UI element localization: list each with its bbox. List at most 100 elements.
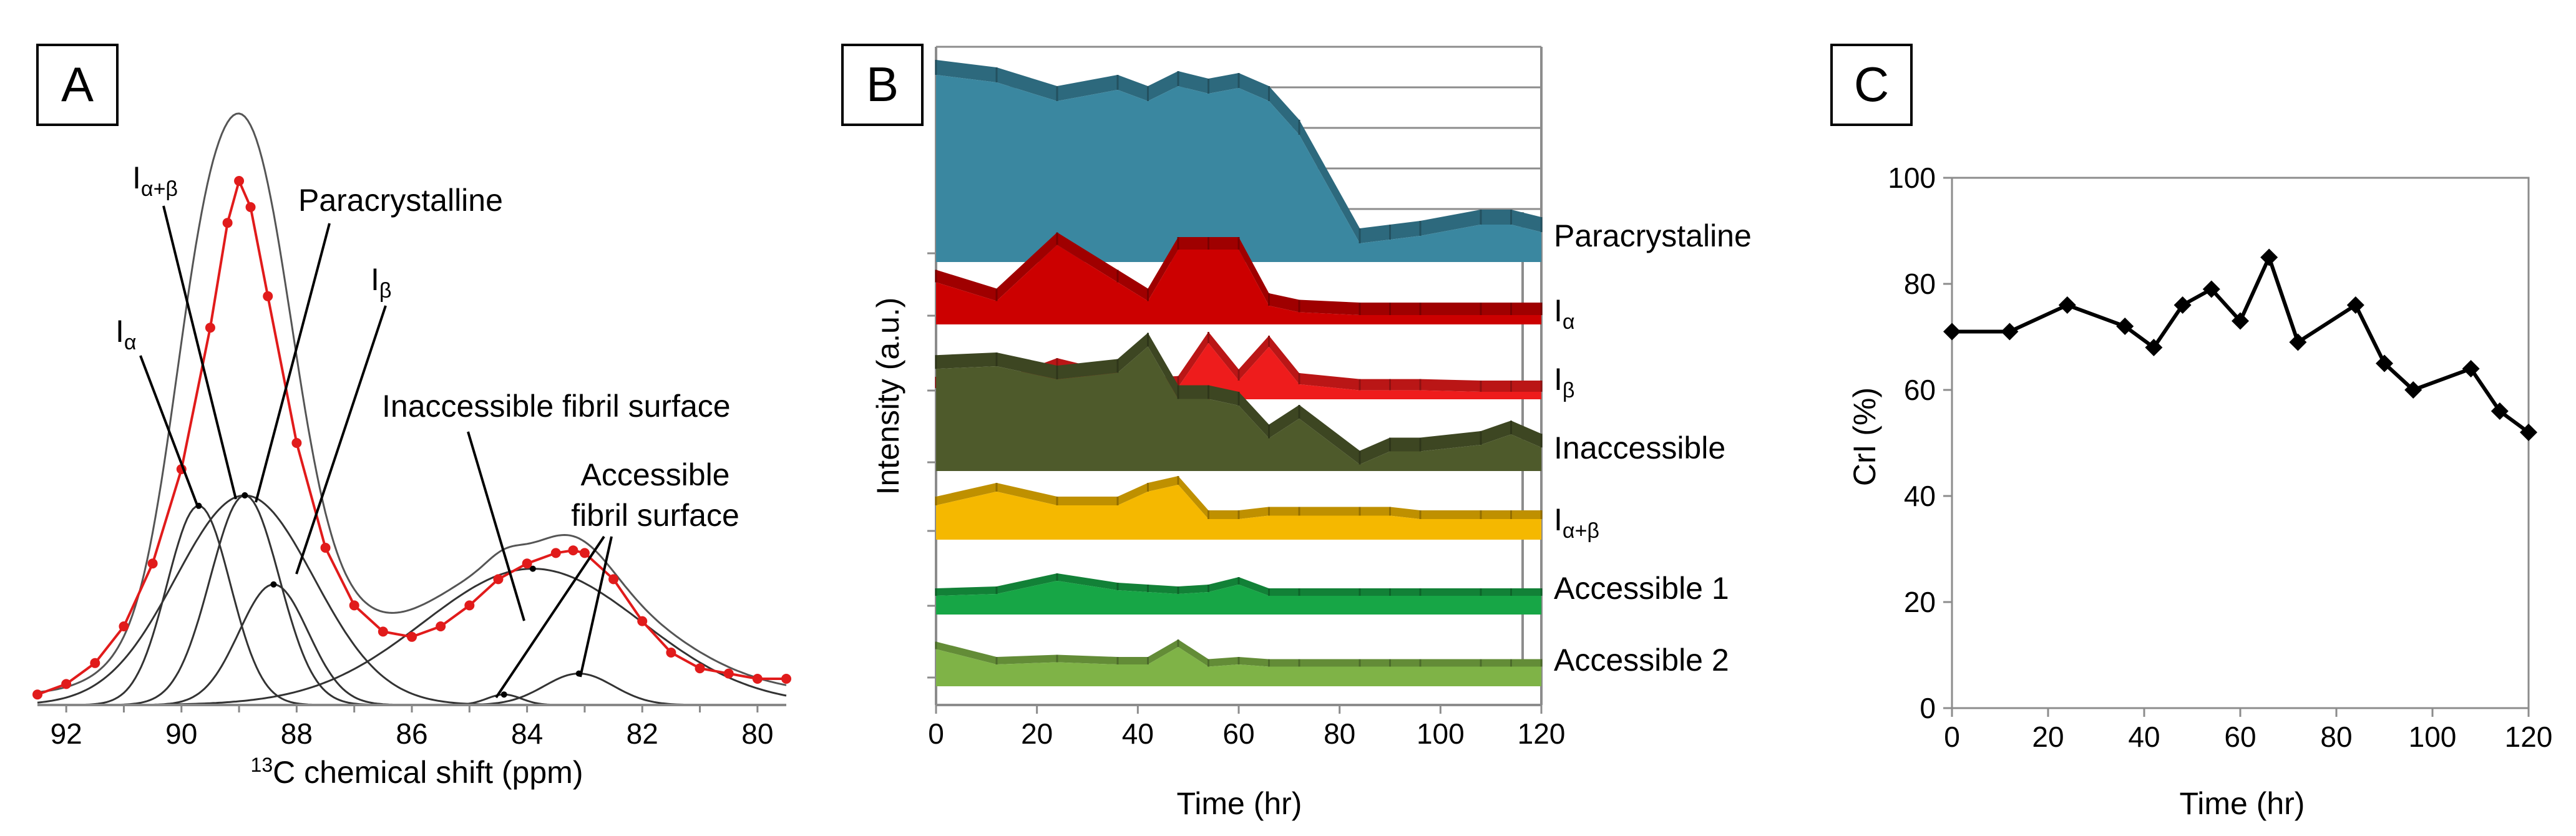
panel-b-x-tick-label: 60	[1222, 717, 1254, 750]
paracrystalline-label: Paracrystalline	[298, 183, 503, 218]
panel-c-y-axis-title: CrI (%)	[1847, 387, 1882, 486]
inaccessible-label: Inaccessible fibril surface	[382, 389, 731, 424]
panel-b-plot	[935, 60, 1543, 686]
experimental-point	[234, 176, 245, 186]
panel-c-y-tick-label: 80	[1904, 268, 1936, 300]
panel-c-y-tick-label: 40	[1904, 480, 1936, 512]
panel-b-x-axis-title: Time (hr)	[1177, 786, 1302, 821]
legend-label-5: Accessible 1	[1554, 571, 1729, 606]
panel-a-x-tick-label: 86	[396, 717, 427, 750]
experimental-point	[579, 548, 590, 558]
component-fit-0	[37, 505, 786, 706]
panel-c-x-tick-label: 20	[2032, 721, 2064, 753]
panel-b-legend: Paracrystaline Iα Iβ Inaccessible Iα+β Access…	[1554, 218, 1752, 678]
experimental-point	[407, 631, 417, 642]
experimental-point	[522, 558, 532, 569]
paracrystalline-leader	[255, 223, 331, 503]
cri-point	[2145, 339, 2163, 356]
accessible-leader-2	[579, 536, 613, 678]
experimental-point	[752, 674, 763, 684]
panel-a-label: A	[61, 57, 94, 112]
experimental-point	[245, 202, 256, 212]
experimental-point	[436, 621, 446, 631]
cri-point	[1943, 323, 1961, 341]
panel-a-x-tick-label: 80	[741, 717, 773, 750]
cri-point	[2404, 381, 2422, 399]
panel-b-x-tick-label: 40	[1122, 717, 1154, 750]
component-peak-4	[529, 565, 536, 572]
panel-a-x-axis: 92 90 88 86 84 82 80	[37, 704, 786, 750]
accessible-leader-1	[495, 535, 605, 699]
panel-c-label: C	[1854, 57, 1889, 112]
panel-c-axes: 0 20 40 60 80 100 0 20 40 60 80 100 120	[1888, 162, 2552, 753]
experimental-point	[637, 616, 648, 626]
ribbon-front-0	[936, 75, 1541, 262]
panel-c-x-tick-label: 40	[2128, 721, 2160, 753]
panel-c-x-tick-label: 60	[2224, 721, 2256, 753]
cri-point	[2376, 354, 2393, 372]
cri-point	[2346, 296, 2364, 314]
experimental-point	[320, 543, 331, 553]
panel-a: A 92 90 88 86 84 82 80 13C chemical shift (ppm…	[32, 44, 791, 790]
panel-a-x-tick-label: 92	[51, 717, 82, 750]
i-ab-leader	[162, 205, 237, 500]
legend-label-3: Inaccessible	[1554, 430, 1725, 465]
panel-a-x-tick-label: 88	[281, 717, 313, 750]
panel-b-x-tick-label: 120	[1518, 717, 1566, 750]
i-beta-leader	[295, 305, 387, 575]
cri-point	[2520, 424, 2537, 441]
experimental-line	[37, 177, 786, 696]
legend-label-2: Iβ	[1554, 362, 1574, 402]
panel-a-x-tick-label: 82	[627, 717, 658, 750]
experimental-point	[263, 291, 273, 301]
cri-point	[2232, 312, 2249, 330]
panel-b-label-box	[841, 44, 924, 126]
accessible-label-line2: fibril surface	[571, 498, 739, 533]
cri-point	[2058, 296, 2076, 314]
panel-b-label: B	[866, 57, 899, 112]
i-alpha-label: Iα	[115, 314, 137, 354]
panel-c-y-tick-label: 20	[1904, 586, 1936, 618]
ribbon-front-1	[936, 245, 1541, 324]
cri-point	[2289, 333, 2307, 351]
panel-a-label-box	[36, 44, 119, 126]
component-peak-3	[270, 581, 277, 588]
accessible-label-line1: Accessible	[581, 457, 730, 492]
component-peak-2	[242, 492, 248, 498]
ribbon-front-6	[936, 647, 1541, 686]
experimental-point	[147, 558, 158, 569]
legend-label-6: Accessible 2	[1554, 643, 1729, 678]
cri-point	[2260, 248, 2278, 266]
experimental-point	[205, 323, 215, 333]
panel-a-x-tick-label: 90	[165, 717, 197, 750]
experimental-point	[550, 548, 561, 558]
experimental-point	[119, 621, 129, 631]
legend-label-1: Iα	[1554, 293, 1575, 334]
cri-line	[1952, 252, 2530, 434]
i-ab-label: Iα+β	[132, 160, 178, 201]
panel-c-y-tick-label: 60	[1904, 374, 1936, 406]
experimental-point	[349, 600, 359, 611]
experimental-point	[61, 679, 72, 689]
panel-c-y-tick-label: 0	[1920, 692, 1936, 724]
experimental-point	[291, 438, 302, 448]
experimental-point	[568, 545, 578, 556]
panel-b-x-tick-label: 100	[1417, 717, 1465, 750]
inaccessible-leader	[467, 431, 525, 621]
ribbon-front-3	[936, 346, 1541, 471]
i-alpha-leader	[139, 355, 200, 509]
panel-c-plot	[1943, 248, 2537, 441]
cri-point	[2174, 296, 2192, 314]
legend-label-0: Paracrystaline	[1554, 218, 1752, 253]
panel-b-x-axis: 0 20 40 60 80 100 120	[928, 704, 1566, 750]
ribbon-front-5	[936, 581, 1541, 615]
experimental-point	[464, 600, 475, 611]
panel-c-x-tick-label: 100	[2409, 721, 2457, 753]
panel-c-x-tick-label: 120	[2505, 721, 2553, 753]
panel-b: B 0 20 40 60 80 100 120 Paracrystaline Iα Iβ Inac…	[841, 44, 1752, 821]
ribbon-top-1	[936, 232, 1541, 315]
cri-point	[2462, 360, 2480, 377]
experimental-point	[32, 689, 42, 700]
